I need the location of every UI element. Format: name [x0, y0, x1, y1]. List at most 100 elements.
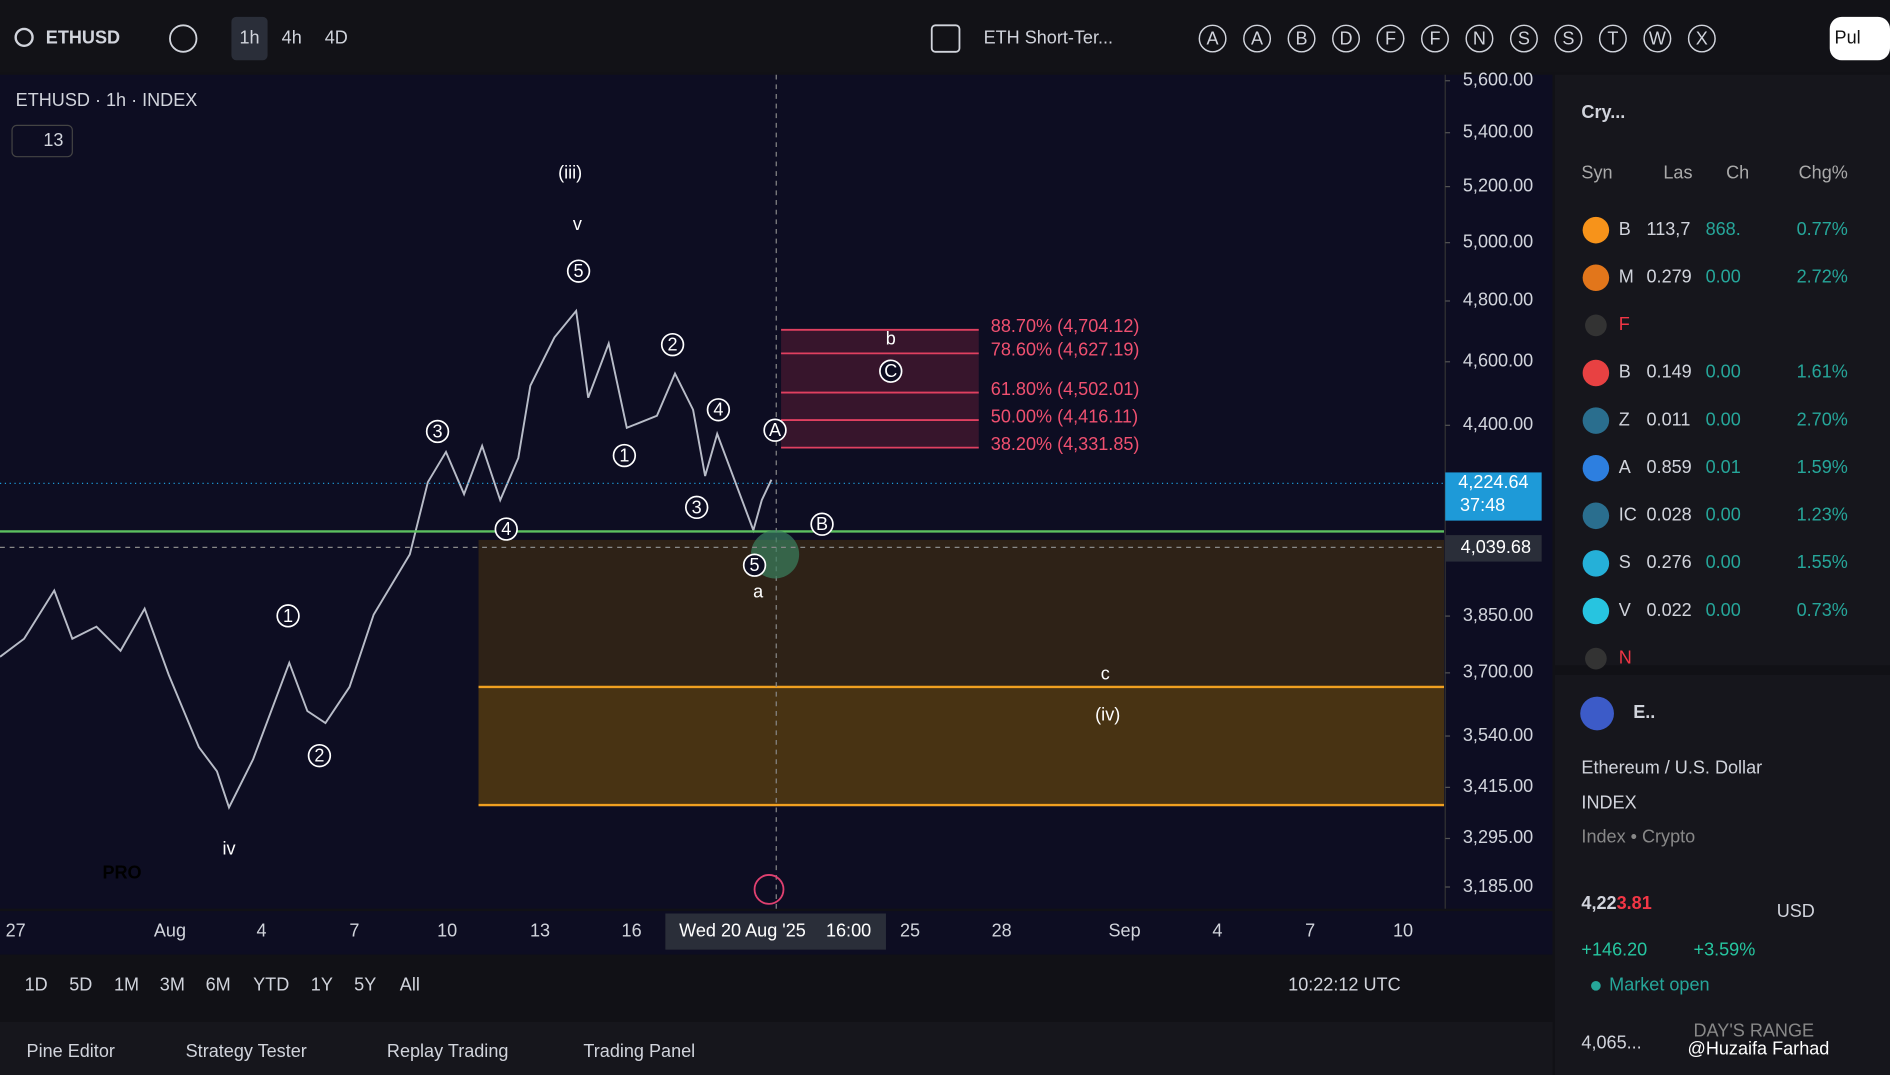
range-button[interactable]: 5Y — [354, 975, 376, 995]
interval[interactable]: 4D — [325, 27, 348, 47]
alert-letter[interactable]: F — [1429, 29, 1440, 49]
alert-circle[interactable] — [1243, 24, 1272, 53]
alert-circle[interactable] — [1287, 24, 1316, 53]
alert-letter[interactable]: A — [1207, 29, 1220, 49]
publish-button[interactable] — [1829, 16, 1890, 61]
section-label: N — [1619, 647, 1632, 667]
layout-icon[interactable] — [930, 24, 961, 53]
row-last: 0.028 — [1647, 505, 1692, 525]
symbol[interactable]: ETHUSD — [46, 27, 120, 47]
indicator-toggle[interactable] — [11, 124, 73, 158]
date-label: 10 — [437, 920, 457, 940]
alert-letter[interactable]: N — [1473, 29, 1486, 49]
watchlist-column: Chg% — [1799, 162, 1848, 182]
alert-circle[interactable] — [1643, 24, 1672, 53]
search-icon[interactable] — [14, 27, 34, 48]
wave-circled-label: A — [769, 420, 782, 440]
date-label: 10 — [1393, 920, 1413, 940]
alert-letter[interactable]: W — [1649, 29, 1666, 49]
row-symbol[interactable]: B — [1619, 219, 1631, 239]
row-last: 0.022 — [1647, 600, 1692, 620]
range-button[interactable]: 1D — [25, 975, 48, 995]
price-main-head: 4,22 — [1581, 893, 1616, 913]
bottom-tab[interactable]: Strategy Tester — [186, 1041, 307, 1061]
alert-letter[interactable]: A — [1251, 29, 1264, 49]
range-button[interactable]: YTD — [253, 975, 289, 995]
details-panel — [1554, 674, 1890, 1075]
range-button[interactable]: 1Y — [311, 975, 333, 995]
alert-letter[interactable]: X — [1696, 29, 1708, 49]
date-label: 16:00 — [826, 920, 871, 940]
fib-label: 88.70% (4,704.12) — [991, 316, 1140, 336]
interval[interactable]: 4h — [282, 27, 302, 47]
row-change: 0.00 — [1706, 409, 1741, 429]
range-button[interactable]: 5D — [69, 975, 92, 995]
row-symbol[interactable]: A — [1619, 457, 1632, 477]
date-label: 4 — [1212, 920, 1222, 940]
price-tick-label: 5,400.00 — [1463, 121, 1533, 141]
wave-circle — [566, 259, 591, 283]
row-change: 868. — [1706, 219, 1741, 239]
date-label: 7 — [349, 920, 359, 940]
range-button[interactable]: 6M — [206, 975, 231, 995]
target-zone-inner — [478, 686, 1445, 806]
wave-circled-label: 5 — [574, 261, 584, 281]
alert-letter[interactable]: S — [1562, 29, 1574, 49]
row-change: 0.00 — [1706, 362, 1741, 382]
wave-label: a — [753, 582, 764, 602]
alert-circle[interactable] — [1420, 24, 1449, 53]
indicator-count[interactable]: 13 — [43, 130, 63, 150]
row-symbol[interactable]: IC — [1619, 505, 1637, 525]
row-symbol[interactable]: Z — [1619, 409, 1630, 429]
add-symbol[interactable] — [169, 24, 198, 53]
watchlist-name[interactable]: Cry... — [1581, 102, 1625, 122]
interval[interactable]: 1h — [239, 27, 259, 47]
price-tick-label: 4,600.00 — [1463, 351, 1533, 371]
alert-circle[interactable] — [1554, 24, 1583, 53]
wave-circle — [660, 332, 685, 357]
alert-letter[interactable]: F — [1385, 29, 1396, 49]
bottom-tab[interactable]: Replay Trading — [387, 1041, 509, 1061]
coin-icon — [1582, 550, 1610, 577]
alert-circle[interactable] — [1376, 24, 1405, 53]
alert-circle[interactable] — [1509, 24, 1538, 53]
alert-letter[interactable]: S — [1518, 29, 1530, 49]
wave-circle — [810, 512, 834, 536]
clock: 10:22:12 UTC — [1288, 975, 1400, 995]
watermark: @Huzaifa Farhad — [1688, 1038, 1830, 1058]
event-icon[interactable] — [753, 874, 785, 905]
wave-circled-label: 4 — [713, 400, 723, 420]
alert-circle[interactable] — [1198, 24, 1227, 53]
last-price-tag — [1445, 472, 1542, 521]
wave-circle — [307, 743, 332, 768]
coin-icon — [1582, 216, 1610, 244]
alert-letter[interactable]: T — [1607, 29, 1618, 49]
layout-name[interactable]: ETH Short-Ter... — [984, 27, 1113, 47]
row-symbol[interactable]: B — [1619, 362, 1631, 382]
wave-circle — [742, 553, 767, 577]
alert-circle[interactable] — [1465, 24, 1494, 53]
alert-letter[interactable]: D — [1339, 29, 1352, 49]
wave-label: c — [1101, 664, 1110, 684]
coin-icon — [1582, 264, 1610, 292]
alert-letter[interactable]: B — [1296, 29, 1308, 49]
status: Market open — [1609, 975, 1709, 995]
coin-icon — [1582, 454, 1610, 482]
range-button[interactable]: 3M — [160, 975, 185, 995]
publish[interactable]: Pul — [1835, 27, 1861, 47]
price-tick-label: 5,000.00 — [1463, 231, 1533, 251]
alert-circle[interactable] — [1687, 24, 1716, 53]
row-symbol[interactable]: S — [1619, 552, 1631, 572]
range-button[interactable]: All — [400, 975, 420, 995]
section-icon — [1585, 314, 1607, 337]
alert-circle[interactable] — [1332, 24, 1361, 53]
range-button[interactable]: 1M — [114, 975, 139, 995]
row-symbol[interactable]: M — [1619, 267, 1634, 287]
bottom-tab[interactable]: Trading Panel — [583, 1041, 695, 1061]
wave-label: b — [886, 329, 896, 349]
countdown: 37:48 — [1460, 495, 1505, 515]
crosshair-price: 4,039.68 — [1461, 537, 1531, 557]
row-symbol[interactable]: V — [1619, 600, 1631, 620]
alert-circle[interactable] — [1598, 24, 1627, 53]
bottom-tab[interactable]: Pine Editor — [27, 1041, 115, 1061]
